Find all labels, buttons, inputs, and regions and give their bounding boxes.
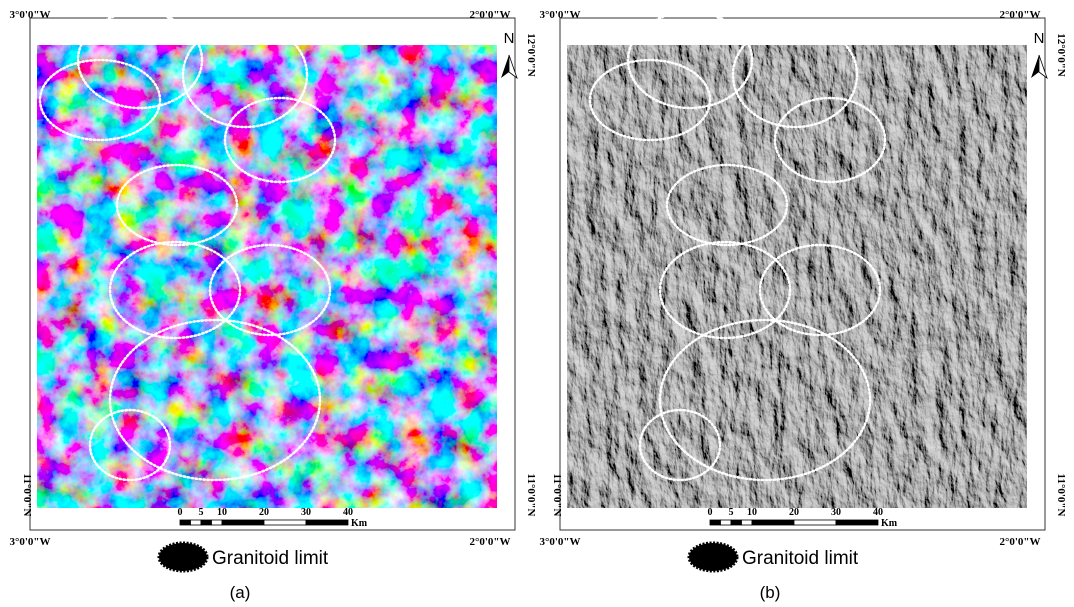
- scale-segment: [731, 520, 742, 525]
- scale-segment: [306, 520, 348, 525]
- scale-label: 10: [217, 507, 227, 518]
- scale-unit: Km: [351, 518, 368, 529]
- coord-label: 3°0'0"W: [539, 9, 580, 21]
- coord-label: 2°0'0"W: [999, 536, 1040, 548]
- scale-unit: Km: [881, 518, 898, 529]
- scale-segment: [212, 520, 223, 525]
- legend-symbol: [159, 543, 207, 571]
- coord-label: 12°0'0"N: [525, 33, 537, 77]
- figure: 3°0'0"W 2°0'0"W 3°0'0"W 2°0'0"W 12°0'0"N 11°0…: [0, 0, 1074, 607]
- map-image: [37, 45, 497, 508]
- scale-label: 0: [178, 507, 183, 518]
- panel-label: (a): [230, 583, 251, 602]
- panel-label: (b): [760, 583, 781, 602]
- legend-symbol: [689, 543, 737, 571]
- legend-label: Granitoid limit: [212, 548, 329, 569]
- legend-label: Granitoid limit: [742, 548, 859, 569]
- panel: 3°0'0"W 2°0'0"W 3°0'0"W 2°0'0"W 12°0'0"N 11°0…: [9, 9, 537, 602]
- scale-label: 20: [259, 507, 269, 518]
- scale-label: 40: [873, 507, 883, 518]
- scale-segment: [710, 520, 721, 525]
- coord-label: 2°0'0"W: [469, 536, 510, 548]
- panel: 3°0'0"W 2°0'0"W 3°0'0"W 2°0'0"W 12°0'0"N 11°0…: [539, 9, 1067, 602]
- scale-label: 40: [343, 507, 353, 518]
- scale-segment: [222, 520, 264, 525]
- coord-label: 11°0'0"N: [21, 474, 33, 517]
- north-label: N: [1034, 30, 1045, 47]
- scale-label: 10: [747, 507, 757, 518]
- coord-label: 3°0'0"W: [9, 9, 50, 21]
- scale-label: 20: [789, 507, 799, 518]
- coord-label: 12°0'0"N: [1055, 33, 1067, 77]
- coord-label: 2°0'0"W: [999, 9, 1040, 21]
- coord-label: 11°0'0"N: [551, 474, 563, 517]
- coord-label: 3°0'0"W: [539, 536, 580, 548]
- scale-segment: [836, 520, 878, 525]
- coord-label: 11°0'0"N: [525, 474, 537, 517]
- scale-label: 5: [729, 507, 734, 518]
- map-image: [567, 45, 1027, 508]
- scale-label: 0: [708, 507, 713, 518]
- scale-segment: [794, 520, 836, 525]
- scale-segment: [191, 520, 202, 525]
- scale-label: 30: [831, 507, 841, 518]
- scale-segment: [742, 520, 753, 525]
- scale-segment: [180, 520, 191, 525]
- coord-label: 2°0'0"W: [469, 9, 510, 21]
- coord-label: 3°0'0"W: [9, 536, 50, 548]
- north-label: N: [504, 30, 515, 47]
- scale-label: 5: [199, 507, 204, 518]
- scale-label: 30: [301, 507, 311, 518]
- scale-segment: [721, 520, 732, 525]
- coord-label: 11°0'0"N: [1055, 474, 1067, 517]
- scale-segment: [201, 520, 212, 525]
- scale-segment: [752, 520, 794, 525]
- scale-segment: [264, 520, 306, 525]
